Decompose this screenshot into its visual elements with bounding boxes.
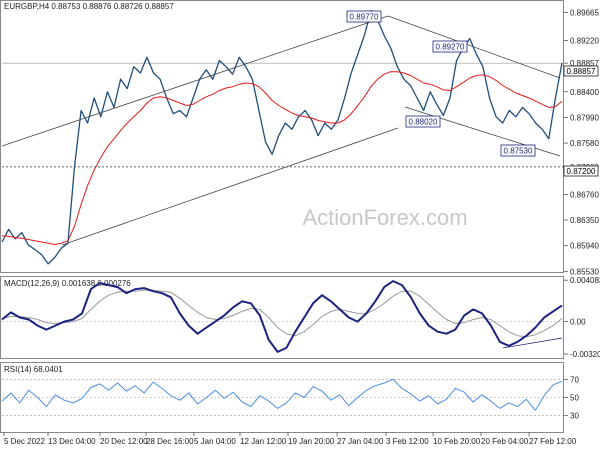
x-axis-tick-label: 13 Dec 04:00 [48,437,96,446]
price-y-tick-label: 0.89220 [570,36,599,45]
x-axis-tick-label: 28 Dec 16:00 [146,437,194,446]
macd-y-tick-label: 0.004083 [570,276,600,285]
level-text-recent-low: 0.87530 [504,147,533,156]
lower-channel-line [61,127,399,246]
x-axis-tick-label: 12 Jan 12:00 [240,437,287,446]
price-y-tick-label: 0.86350 [570,216,599,225]
price-y-tick-label: 0.89665 [570,9,599,18]
current-price-text: 0.88857 [567,67,596,76]
level-text-feb-high: 0.89270 [436,43,465,52]
price-y-tick-label: 0.88400 [570,88,599,97]
x-axis-tick-label: 10 Feb 20:00 [433,437,481,446]
rsi-y-tick-label: 70 [570,375,579,384]
x-axis-tick-label: 5 Dec 2022 [4,437,45,446]
macd-y-tick-label: 0.00 [570,318,586,327]
x-axis-tick-label: 3 Feb 12:00 [386,437,429,446]
rsi-series-group [1,378,563,411]
price-series-group [1,9,563,265]
x-axis-tick-label: 19 Jan 20:00 [288,437,335,446]
moving-average-line [1,71,563,245]
macd-signal-line [1,289,563,338]
level-label-0-87530: 0.87530 [500,144,536,157]
price-y-tick-label: 0.87990 [570,113,599,122]
macd-line [1,280,563,353]
price-y-tick-label: 0.87580 [570,139,599,148]
x-axis-tick-label: 27 Feb 12:00 [529,437,577,446]
macd-panel-frame [0,276,564,359]
rsi-y-tick-label: 30 [570,412,579,421]
macd-panel-title: MACD(12,26,9) 0.001638 0.000276 [4,279,131,288]
price-y-tick-label: 0.85530 [570,267,599,276]
level-label-0-88020: 0.88020 [405,115,441,128]
rsi-line [1,378,563,411]
macd-y-tick-label: -0.003209 [570,350,600,359]
price-y-tick-label: 0.88857 [570,59,599,68]
support-level-flag: 0.87200 [563,165,599,177]
macd-y-axis: 0.004083 0.00 -0.003209 [564,276,600,359]
price-y-tick-label: 0.86760 [570,190,599,199]
level-text-feb-low: 0.88020 [409,118,438,127]
rsi-grid [2,379,564,416]
x-axis-tick-label: 5 Jan 04:00 [194,437,236,446]
macd-series-group [1,280,563,353]
rsi-panel-title: RSI(14) 68.0401 [4,365,63,374]
macd-divergence-line [502,337,563,349]
support-level-text: 0.87200 [567,167,596,176]
level-label-0-89770: 0.89770 [346,10,382,23]
price-close-line [1,9,563,265]
price-y-tick-label: 0.85940 [570,242,599,251]
level-text-high: 0.89770 [350,13,379,22]
level-label-0-89270: 0.89270 [432,40,468,53]
x-axis-tick-label: 20 Feb 04:00 [481,437,529,446]
rsi-y-axis: 70 50 30 [564,375,579,421]
current-price-flag: 0.88857 [563,65,599,77]
watermark-text: ActionForex.com [302,205,467,230]
price-panel-frame [0,0,564,273]
rsi-y-tick-label: 50 [570,394,579,403]
level-labels: 0.89770 0.89270 0.88020 0.87530 [346,10,536,157]
x-axis-tick-label: 27 Jan 04:00 [337,437,384,446]
upper-channel-line [1,15,389,147]
x-axis-tick-label: 20 Dec 12:00 [100,437,148,446]
price-panel-title: EURGBP,H4 0.88753 0.88876 0.88726 0.8885… [4,2,174,11]
